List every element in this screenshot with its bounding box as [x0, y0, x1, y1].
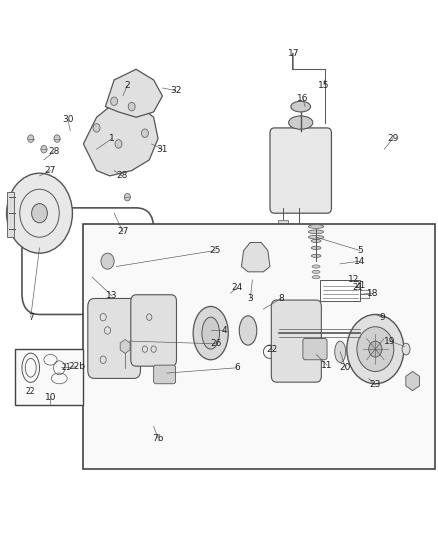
Ellipse shape [401, 343, 409, 355]
Text: 21: 21 [61, 364, 71, 372]
Circle shape [32, 204, 47, 223]
Circle shape [93, 124, 100, 132]
Circle shape [141, 129, 148, 138]
Circle shape [110, 97, 117, 106]
Ellipse shape [193, 306, 228, 360]
Text: 27: 27 [45, 166, 56, 175]
Polygon shape [241, 243, 269, 272]
Text: 15: 15 [318, 81, 329, 90]
FancyBboxPatch shape [269, 128, 331, 213]
Ellipse shape [311, 246, 320, 249]
Circle shape [54, 135, 60, 142]
Text: 17: 17 [287, 49, 298, 58]
Ellipse shape [239, 316, 256, 345]
Circle shape [115, 140, 122, 148]
Text: 6: 6 [233, 364, 240, 372]
Text: 31: 31 [156, 145, 168, 154]
Ellipse shape [311, 254, 320, 257]
Text: 23: 23 [369, 381, 380, 389]
Polygon shape [105, 69, 162, 117]
Circle shape [128, 102, 135, 111]
Text: 18: 18 [367, 289, 378, 297]
FancyBboxPatch shape [271, 300, 321, 382]
Ellipse shape [288, 116, 312, 130]
Text: 5: 5 [356, 246, 362, 255]
Circle shape [7, 173, 72, 253]
Circle shape [346, 314, 403, 384]
Text: 32: 32 [170, 86, 181, 95]
Text: 16: 16 [297, 94, 308, 103]
Ellipse shape [334, 341, 345, 362]
Polygon shape [83, 96, 158, 176]
Circle shape [124, 193, 130, 201]
Text: 27: 27 [117, 228, 128, 236]
Ellipse shape [311, 270, 319, 273]
Text: 12: 12 [347, 276, 358, 284]
Ellipse shape [290, 101, 310, 112]
Bar [293, 225, 303, 231]
Text: 20: 20 [339, 364, 350, 372]
Bar [15, 349, 83, 405]
Ellipse shape [311, 239, 320, 243]
Text: 10: 10 [45, 393, 56, 401]
Circle shape [28, 135, 34, 142]
Text: 9: 9 [378, 313, 384, 321]
Ellipse shape [307, 236, 323, 239]
FancyBboxPatch shape [88, 298, 140, 378]
FancyBboxPatch shape [153, 365, 175, 384]
Text: 2: 2 [124, 81, 130, 90]
Ellipse shape [307, 230, 323, 233]
Text: 8: 8 [277, 294, 283, 303]
Text: 13: 13 [106, 292, 117, 300]
Text: 7b: 7b [152, 434, 163, 442]
FancyBboxPatch shape [131, 295, 176, 366]
Ellipse shape [311, 276, 319, 279]
Text: 1: 1 [109, 134, 115, 143]
Text: 21: 21 [352, 284, 362, 292]
Ellipse shape [201, 317, 219, 349]
Text: 3: 3 [247, 294, 253, 303]
Text: 26: 26 [210, 340, 221, 348]
Ellipse shape [311, 265, 319, 268]
Bar [83, 224, 434, 469]
Text: 29: 29 [386, 134, 398, 143]
Text: 19: 19 [383, 337, 395, 345]
Circle shape [101, 253, 114, 269]
Text: 22: 22 [266, 345, 277, 353]
Circle shape [41, 146, 47, 153]
Bar [7, 192, 14, 237]
Text: 7: 7 [28, 313, 34, 321]
Bar [277, 220, 288, 226]
Text: 28: 28 [48, 148, 59, 156]
Text: 22: 22 [25, 387, 35, 396]
Text: 11: 11 [321, 361, 332, 369]
Circle shape [356, 327, 393, 372]
Text: 28: 28 [116, 172, 127, 180]
Text: 25: 25 [209, 246, 220, 255]
FancyBboxPatch shape [302, 338, 326, 360]
Text: 4: 4 [221, 326, 226, 335]
Circle shape [368, 341, 381, 357]
Text: 22b: 22b [68, 362, 85, 371]
Ellipse shape [307, 225, 323, 229]
Text: 21: 21 [353, 281, 365, 289]
Text: 14: 14 [353, 257, 365, 265]
Text: 30: 30 [62, 116, 74, 124]
Bar [320, 280, 359, 301]
Text: 24: 24 [231, 284, 242, 292]
